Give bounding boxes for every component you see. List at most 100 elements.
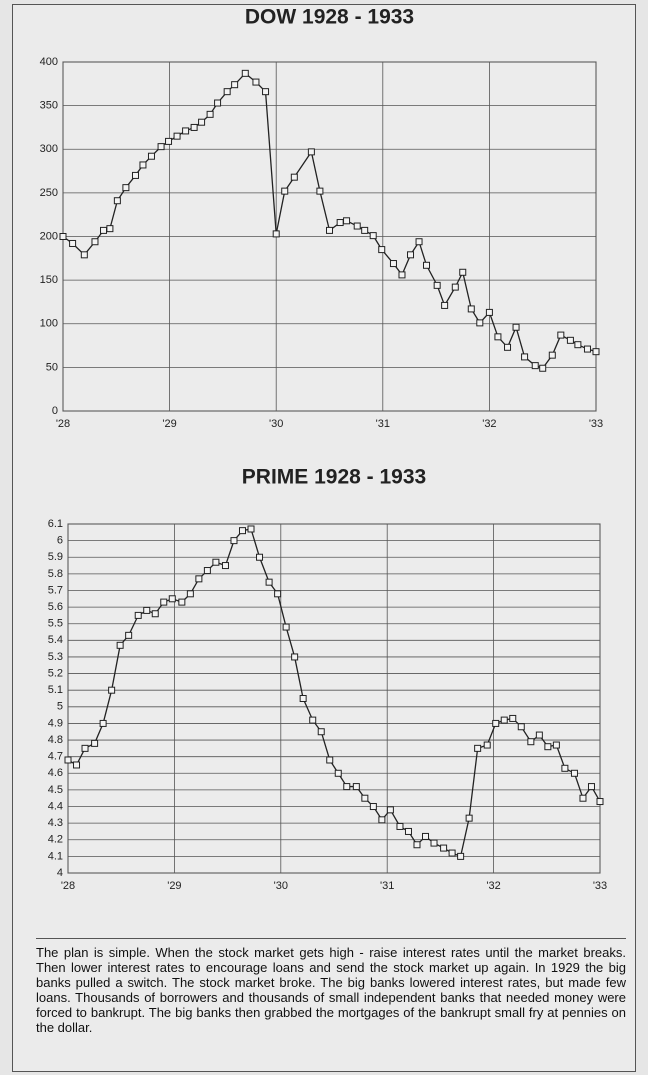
y-tick-label: 5.8: [48, 568, 63, 580]
data-point: [451, 283, 459, 291]
y-tick-label: 4.1: [48, 850, 63, 862]
data-point: [548, 351, 556, 359]
x-tick-label: '29: [162, 418, 176, 430]
data-point: [544, 743, 552, 751]
data-point: [413, 841, 421, 849]
data-point: [64, 756, 72, 764]
y-tick-label: 150: [40, 274, 58, 286]
y-tick-label: 4.7: [48, 751, 63, 763]
data-point: [396, 822, 404, 830]
data-point: [369, 232, 377, 240]
x-tick-label: '33: [593, 880, 607, 892]
data-point: [265, 578, 273, 586]
data-point: [504, 343, 512, 351]
data-point: [91, 238, 99, 246]
data-point: [212, 558, 220, 566]
data-point: [527, 738, 535, 746]
data-point: [326, 226, 333, 234]
data-point: [512, 323, 520, 331]
data-point: [422, 832, 430, 840]
data-point: [168, 595, 176, 603]
data-point: [316, 187, 324, 195]
data-point: [535, 731, 543, 739]
data-point: [309, 716, 317, 724]
data-point: [343, 783, 351, 791]
y-tick-label: 350: [40, 100, 58, 112]
data-point: [398, 271, 406, 279]
y-tick-label: 4.2: [48, 834, 63, 846]
y-tick-label: 4.3: [48, 817, 63, 829]
data-point: [195, 575, 203, 583]
x-tick-label: '30: [269, 418, 283, 430]
y-tick-label: 5: [57, 701, 63, 713]
data-point: [59, 233, 67, 240]
data-point: [574, 341, 582, 349]
data-point: [173, 132, 181, 140]
data-point: [494, 333, 502, 341]
data-point: [587, 783, 595, 791]
data-point: [282, 623, 290, 631]
data-point: [262, 88, 270, 96]
data-point: [467, 305, 475, 313]
data-point: [122, 184, 130, 192]
data-point: [198, 118, 206, 126]
data-point: [182, 127, 190, 135]
data-point: [238, 527, 246, 535]
data-point: [131, 171, 139, 179]
data-point: [143, 606, 151, 614]
y-tick-label: 5.3: [48, 651, 63, 663]
prime-chart: PRIME 1928 - 1933 4 4.1 4.2 4.3 4.4 4.5 4.6 4.7 4…: [48, 466, 607, 892]
x-tick-label: '28: [56, 418, 70, 430]
data-point: [230, 537, 238, 545]
data-point: [73, 761, 81, 769]
data-point: [459, 268, 467, 276]
y-tick-label: 4.4: [48, 800, 63, 812]
data-point: [116, 641, 124, 649]
data-point: [69, 239, 77, 247]
x-tick-label: '29: [167, 880, 181, 892]
data-point: [474, 744, 482, 752]
data-point: [369, 803, 377, 811]
data-point: [241, 69, 249, 77]
x-tick-label: '28: [61, 880, 75, 892]
data-point: [465, 814, 473, 822]
data-point: [299, 695, 307, 702]
data-point: [561, 764, 569, 772]
data-point: [448, 849, 456, 857]
y-tick-label: 6: [57, 535, 63, 547]
data-point: [81, 744, 89, 752]
data-point: [214, 99, 222, 107]
x-tick-label: '31: [380, 880, 394, 892]
x-tick-label: '30: [274, 880, 288, 892]
data-point: [272, 230, 280, 238]
data-point: [476, 319, 484, 327]
data-point: [389, 260, 397, 268]
caption: The plan is simple. When the stock marke…: [36, 938, 626, 1035]
y-tick-label: 4.6: [48, 767, 63, 779]
data-point: [570, 769, 578, 777]
data-point: [521, 353, 529, 361]
y-tick-label: 4.8: [48, 734, 63, 746]
data-point: [113, 197, 121, 205]
data-point: [557, 331, 565, 339]
y-tick-label: 4.5: [48, 784, 63, 796]
data-point: [281, 187, 289, 195]
data-point: [492, 719, 500, 727]
y-tick-label: 50: [46, 361, 58, 373]
data-point: [583, 345, 591, 353]
data-point: [579, 794, 587, 802]
data-point: [440, 844, 448, 852]
y-tick-label: 5.2: [48, 667, 63, 679]
data-point: [106, 225, 114, 233]
data-point: [221, 562, 229, 570]
data-point: [317, 728, 325, 736]
data-point: [483, 741, 491, 749]
data-point: [531, 362, 539, 370]
data-point: [165, 137, 173, 145]
x-tick-label: '32: [482, 418, 496, 430]
data-point: [361, 794, 369, 802]
y-tick-label: 200: [40, 230, 58, 242]
data-point: [517, 723, 525, 731]
data-point: [80, 251, 88, 259]
data-point: [147, 152, 155, 160]
